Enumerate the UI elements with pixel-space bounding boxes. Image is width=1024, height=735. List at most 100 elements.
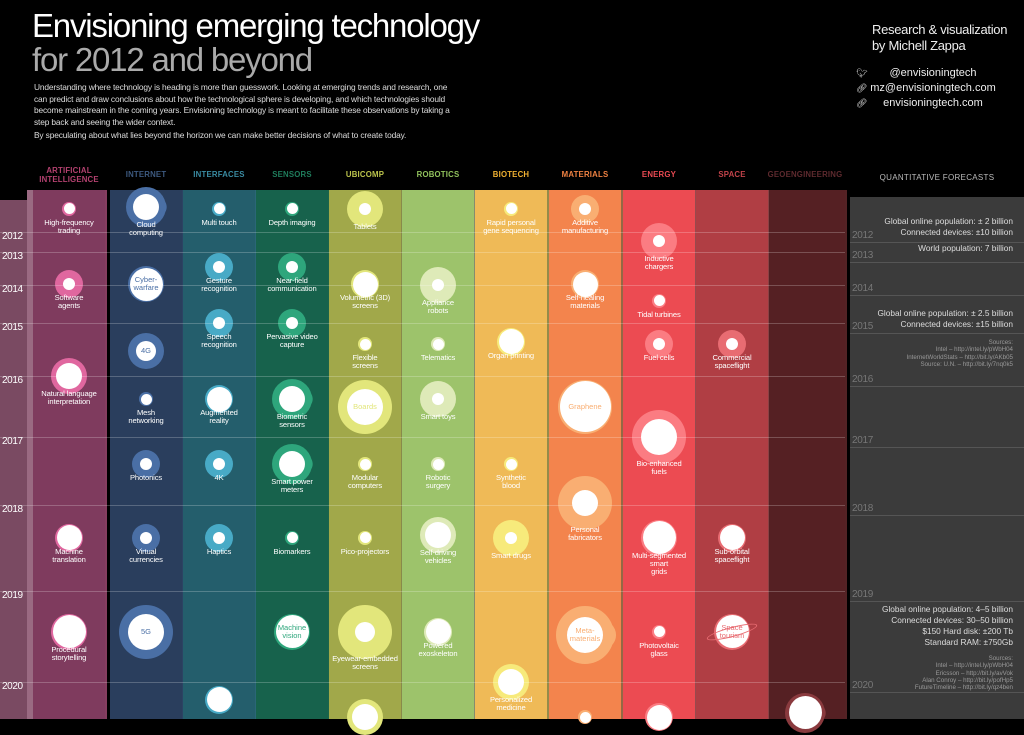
technology-circle[interactable] <box>641 519 677 556</box>
technology-circle[interactable] <box>51 358 87 394</box>
technology-circle[interactable]: 4G <box>128 333 164 370</box>
technology-circle[interactable] <box>718 523 746 552</box>
sources-2019: Sources: Intel – http://intel.ly/pWbH04 Er… <box>915 655 1013 691</box>
technology-circle[interactable] <box>431 457 445 472</box>
technology-circle[interactable] <box>205 385 233 414</box>
technology-circle[interactable] <box>358 530 372 545</box>
column-header[interactable]: SENSORS <box>272 170 312 179</box>
year-line <box>0 232 845 233</box>
technology-circle[interactable] <box>338 604 392 659</box>
technology-circle[interactable]: 5G <box>119 604 173 659</box>
technology-circle[interactable] <box>55 270 83 298</box>
email-link[interactable]: 🔗︎ mz@envisioningtech.com <box>856 82 996 94</box>
technology-core <box>505 458 517 470</box>
column-header[interactable]: INTERFACES <box>193 170 245 179</box>
technology-circle[interactable] <box>641 223 677 259</box>
label-line: Natural language <box>41 389 97 398</box>
technology-circle[interactable] <box>55 523 83 552</box>
label-line: fuels <box>651 467 667 476</box>
technology-circle[interactable] <box>420 381 456 418</box>
technology-circle[interactable] <box>493 519 529 556</box>
technology-circle[interactable]: Space tourism <box>705 613 759 650</box>
technology-circle[interactable] <box>358 457 372 472</box>
technology-circle[interactable] <box>645 330 673 359</box>
technology-circle[interactable] <box>558 475 612 530</box>
technology-circle[interactable] <box>205 450 233 479</box>
column-header[interactable]: GEOENGINEERING <box>767 170 843 179</box>
technology-label: Organ printing <box>487 350 535 360</box>
technology-circle[interactable] <box>431 337 445 352</box>
column-header[interactable]: SPACE <box>718 170 746 179</box>
technology-circle[interactable] <box>347 190 383 227</box>
technology-circle[interactable] <box>787 694 823 731</box>
technology-circle[interactable] <box>504 457 518 472</box>
technology-circle[interactable]: Cyber-warfare <box>128 266 164 302</box>
label-line: Self-healing <box>565 293 605 302</box>
forecast-year-label: 2017 <box>852 435 874 446</box>
technology-circle[interactable] <box>205 523 233 552</box>
column-header[interactable]: BIOTECH <box>492 170 530 179</box>
column-header[interactable]: ENERGY <box>641 170 677 179</box>
technology-core <box>56 363 82 389</box>
technology-circle[interactable] <box>424 617 452 646</box>
label-line: Augmented <box>200 408 238 418</box>
technology-circle[interactable] <box>571 194 599 223</box>
technology-circle[interactable] <box>132 450 160 479</box>
technology-core: Machine vision <box>275 615 309 649</box>
twitter-icon: 🐦︎ <box>856 67 868 78</box>
technology-circle[interactable] <box>212 201 226 216</box>
column-header[interactable]: UBICOMP <box>345 170 385 179</box>
technology-circle[interactable] <box>347 699 383 735</box>
label-line: screens <box>352 361 378 371</box>
technology-core <box>646 704 672 730</box>
twitter-link[interactable]: 🐦︎ @envisioningtech <box>856 67 996 79</box>
technology-circle[interactable] <box>205 252 233 281</box>
link-icon: 🔗︎ <box>856 82 868 93</box>
column-header[interactable]: MATERIALS <box>561 170 609 179</box>
technology-circle[interactable] <box>420 267 456 303</box>
technology-circle[interactable] <box>278 252 306 281</box>
technology-circle[interactable] <box>497 327 525 356</box>
technology-circle[interactable] <box>632 410 686 464</box>
column-header[interactable]: ROBOTICS <box>416 170 460 179</box>
technology-core: Boards <box>347 388 383 425</box>
technology-circle[interactable] <box>274 446 310 483</box>
technology-circle[interactable]: Graphene <box>558 379 612 434</box>
technology-circle[interactable] <box>278 309 306 337</box>
technology-circle[interactable] <box>205 685 233 714</box>
technology-core <box>359 338 371 350</box>
technology-circle[interactable]: Boards <box>338 379 392 434</box>
technology-circle[interactable]: Meta-materials <box>558 607 612 662</box>
technology-circle[interactable] <box>358 337 372 352</box>
technology-circle[interactable] <box>285 201 299 216</box>
technology-label: Smart toys <box>420 412 456 422</box>
technology-circle[interactable] <box>132 523 160 552</box>
technology-circle[interactable] <box>420 517 456 554</box>
technology-circle[interactable] <box>645 703 673 732</box>
technology-circle[interactable] <box>718 330 746 359</box>
technology-circle[interactable] <box>62 201 76 216</box>
technology-circle[interactable] <box>205 309 233 337</box>
label-line: interpretation <box>47 397 91 406</box>
technology-circle[interactable] <box>504 201 518 216</box>
technology-circle[interactable] <box>274 381 310 418</box>
technology-circle[interactable]: Machine vision <box>274 613 310 650</box>
column-header[interactable]: ARTIFICIAL INTELLIGENCE <box>29 166 109 184</box>
technology-circle[interactable] <box>652 293 666 308</box>
technology-circle[interactable] <box>139 392 153 407</box>
technology-label: Eyewear-embedded screens <box>328 654 402 671</box>
technology-circle[interactable] <box>571 270 599 298</box>
technology-circle[interactable] <box>285 530 299 545</box>
forecast-year-label: 2012 <box>852 230 874 241</box>
technology-circle[interactable] <box>351 270 379 298</box>
forecast-year-line <box>850 295 1024 296</box>
technology-label: Commercial spaceflight <box>695 354 769 370</box>
technology-circle[interactable] <box>51 613 87 650</box>
website-link[interactable]: 🔗︎ envisioningtech.com <box>856 97 996 109</box>
technology-circle[interactable] <box>493 664 529 700</box>
technology-core <box>653 626 665 638</box>
technology-circle[interactable] <box>578 710 592 725</box>
column-header[interactable]: INTERNET <box>125 170 167 179</box>
technology-circle[interactable] <box>128 188 164 225</box>
technology-circle[interactable] <box>652 624 666 639</box>
